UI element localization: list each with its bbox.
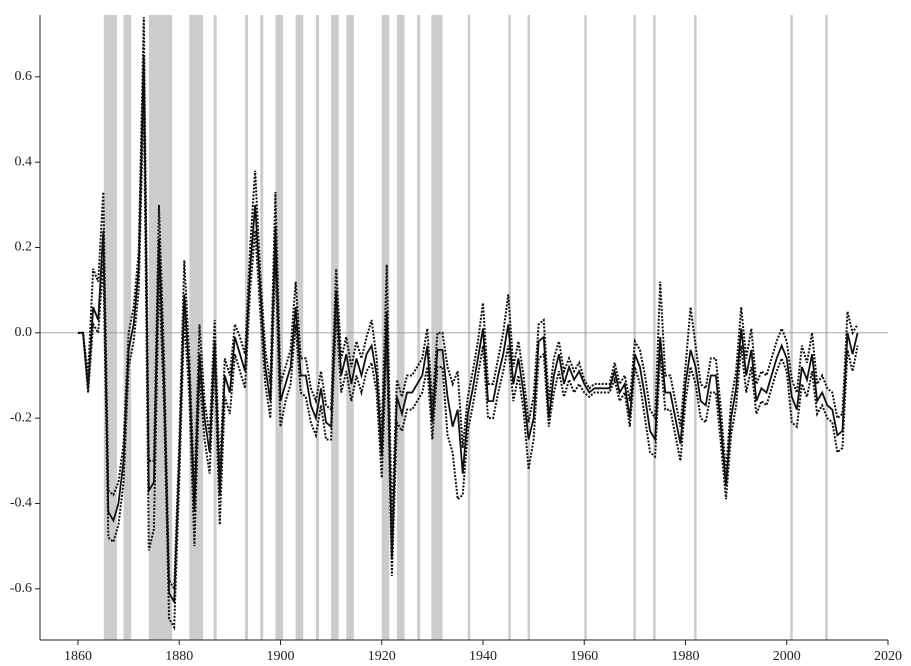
x-tick-label: 1900 [266,649,294,664]
shaded-band [527,15,531,640]
y-tick-label: -0.4 [10,496,32,511]
shaded-band [467,15,471,640]
y-tick-label: -0.2 [10,410,32,425]
band-line [77,17,859,593]
shaded-band [825,15,828,640]
y-tick-label: -0.6 [10,581,32,596]
shaded-band [508,15,511,640]
y-tick-label: 0.0 [15,325,33,340]
shaded-band [315,15,319,640]
shaded-band [790,15,793,640]
shaded-band [260,15,264,640]
shaded-band [431,15,443,640]
x-tick-label: 2020 [874,649,902,664]
x-tick-label: 1860 [64,649,92,664]
shaded-band [653,15,656,640]
shaded-band [694,15,697,640]
shaded-band [417,15,421,640]
y-tick-label: 0.4 [15,154,33,169]
shaded-band [633,15,636,640]
shaded-band [189,15,204,640]
x-tick-label: 1880 [165,649,193,664]
estimate-line [77,55,859,605]
band-line [77,89,859,631]
x-tick-label: 2000 [773,649,801,664]
shaded-band [396,15,405,640]
shaded-band [123,15,132,640]
x-tick-label: 1960 [570,649,598,664]
y-tick-label: 0.2 [15,240,33,255]
x-tick-label: 1940 [469,649,497,664]
shaded-band [346,15,354,640]
x-tick-label: 1980 [671,649,699,664]
shaded-band [584,15,587,640]
x-tick-label: 1920 [368,649,396,664]
y-tick-label: 0.6 [15,69,33,84]
